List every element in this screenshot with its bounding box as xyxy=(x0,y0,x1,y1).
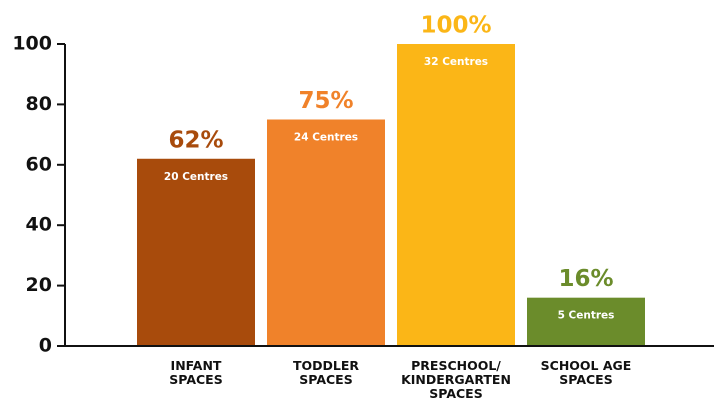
x-tick-label: TODDLER SPACES xyxy=(292,358,360,387)
x-tick-label: PRESCHOOL/ KINDERGARTEN SPACES xyxy=(401,358,511,401)
bar xyxy=(527,297,645,346)
bar xyxy=(267,119,385,346)
y-tick-label: 0 xyxy=(39,335,52,357)
y-tick-label: 80 xyxy=(26,93,52,115)
value-label: 75% xyxy=(298,88,353,114)
y-tick-label: 100 xyxy=(12,33,52,55)
y-tick-label: 60 xyxy=(26,153,52,175)
bar xyxy=(137,158,255,346)
bar-note: 24 Centres xyxy=(294,132,358,144)
bar-note: 5 Centres xyxy=(558,310,615,322)
bar-note: 20 Centres xyxy=(164,171,228,183)
value-label: 62% xyxy=(168,127,223,153)
x-tick-label: INFANT SPACES xyxy=(169,358,223,387)
y-tick-label: 40 xyxy=(26,214,52,236)
value-label: 16% xyxy=(558,266,613,292)
y-tick-label: 20 xyxy=(26,274,52,296)
value-label: 100% xyxy=(420,13,491,39)
bar-note: 32 Centres xyxy=(424,56,488,68)
x-tick-label: SCHOOL AGE SPACES xyxy=(540,358,632,387)
bar xyxy=(397,44,515,346)
